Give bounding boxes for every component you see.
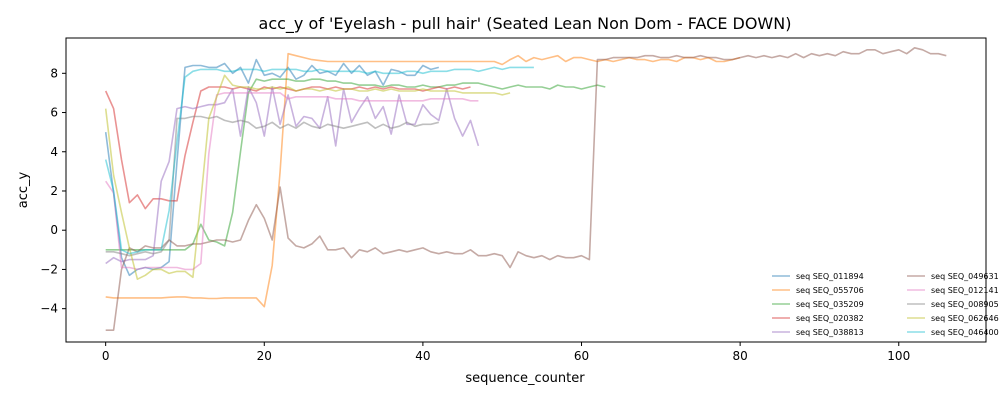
series-line-3 bbox=[105, 78, 606, 251]
y-tick-label: 0 bbox=[50, 223, 58, 237]
plot-frame bbox=[65, 37, 987, 343]
y-tick-label: 4 bbox=[50, 145, 58, 159]
y-tick-label: −4 bbox=[40, 302, 58, 316]
x-tick-label: 20 bbox=[257, 349, 272, 363]
legend-label: seq SEQ_046400 bbox=[931, 328, 999, 337]
series-line-8 bbox=[105, 115, 439, 257]
series-line-9 bbox=[104, 74, 511, 281]
x-tick-label: 100 bbox=[887, 349, 910, 363]
chart-title: acc_y of 'Eyelash - pull hair' (Seated L… bbox=[259, 14, 792, 34]
x-axis-label: sequence_counter bbox=[465, 371, 585, 386]
legend-label: seq SEQ_020382 bbox=[796, 314, 864, 323]
legend-label: seq SEQ_011894 bbox=[796, 272, 864, 281]
x-tick-label: 0 bbox=[102, 349, 110, 363]
y-tick-label: −2 bbox=[40, 262, 58, 276]
series-line-6 bbox=[105, 46, 947, 332]
y-axis-label: acc_y bbox=[16, 171, 31, 208]
y-tick-label: 8 bbox=[50, 66, 58, 80]
x-tick-label: 60 bbox=[574, 349, 589, 363]
x-axis: 0 20 40 60 80 100 bbox=[102, 342, 910, 363]
y-axis: −4 −2 0 2 4 6 8 bbox=[40, 66, 66, 316]
y-tick-label: 6 bbox=[50, 106, 58, 120]
legend-label: seq SEQ_012141 bbox=[931, 286, 999, 295]
x-tick-label: 40 bbox=[415, 349, 430, 363]
series-layer bbox=[104, 46, 947, 332]
series-line-2 bbox=[105, 52, 741, 308]
series-line-4 bbox=[104, 86, 471, 210]
legend-label: seq SEQ_038813 bbox=[796, 328, 864, 337]
x-tick-label: 80 bbox=[732, 349, 747, 363]
legend-label: seq SEQ_055706 bbox=[796, 286, 864, 295]
series-line-5 bbox=[105, 86, 480, 265]
legend-label: seq SEQ_049631 bbox=[931, 272, 999, 281]
legend-label: seq SEQ_008905 bbox=[931, 300, 999, 309]
legend-label: seq SEQ_035209 bbox=[796, 300, 864, 309]
series-line-7 bbox=[105, 92, 479, 271]
legend-label: seq SEQ_062646 bbox=[931, 314, 999, 323]
series-line-10 bbox=[104, 66, 534, 255]
y-tick-label: 2 bbox=[50, 184, 58, 198]
